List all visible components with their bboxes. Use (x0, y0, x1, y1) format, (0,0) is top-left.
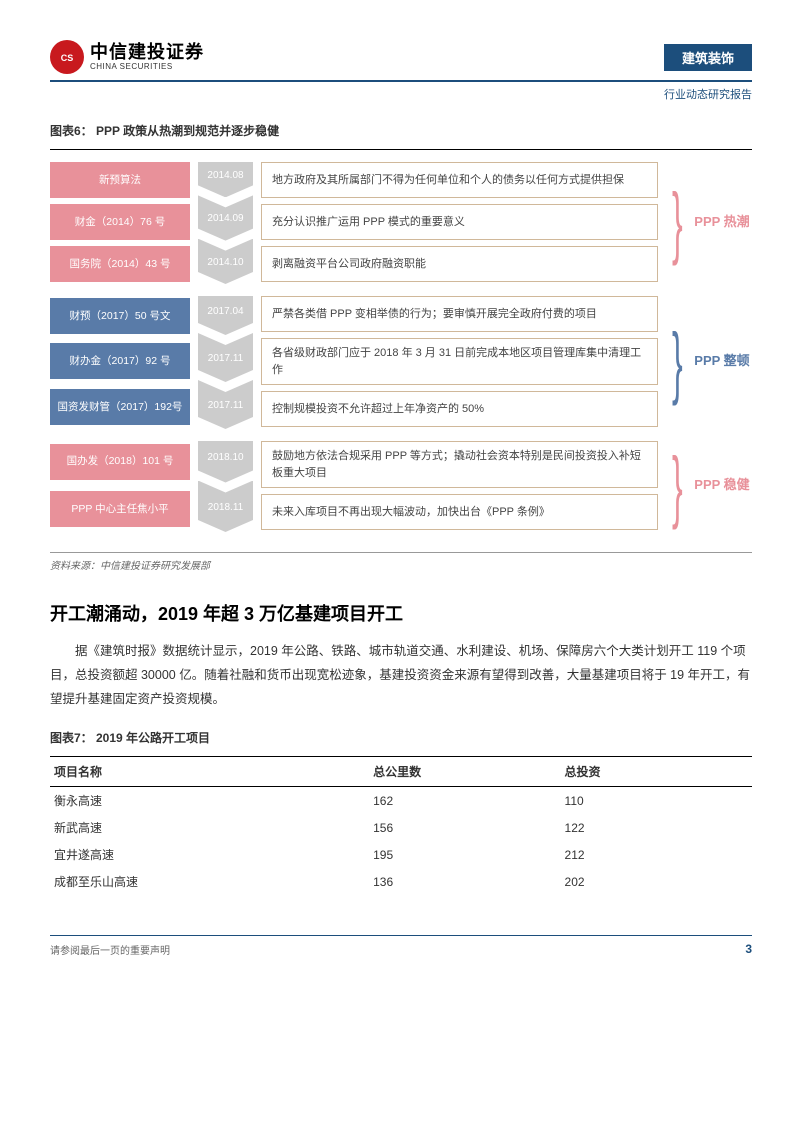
table-cell: 衡永高速 (50, 787, 369, 815)
footer-disclaimer: 请参阅最后一页的重要声明 (50, 942, 170, 957)
date-chevron: 2014.10 (198, 239, 253, 284)
phase-label: PPP 稳健 (692, 441, 752, 530)
date-chevron: 2017.11 (198, 333, 253, 382)
table-header-cell: 总投资 (561, 757, 752, 787)
figure7-table: 项目名称总公里数总投资 衡永高速162110新武高速156122宜井遂高速195… (50, 756, 752, 895)
brace-icon: } (672, 466, 683, 506)
table-row: 宜井遂高速195212 (50, 841, 752, 868)
table-header-cell: 项目名称 (50, 757, 369, 787)
policy-label: 新预算法 (50, 162, 190, 198)
table-header-cell: 总公里数 (369, 757, 560, 787)
table-row: 成都至乐山高速136202 (50, 868, 752, 895)
table-cell: 195 (369, 841, 560, 868)
table-cell: 162 (369, 787, 560, 815)
body-paragraph: 据《建筑时报》数据统计显示，2019 年公路、铁路、城市轨道交通、水利建设、机场… (50, 640, 752, 711)
policy-description: 剥离融资平台公司政府融资职能 (261, 246, 658, 282)
figure6-diagram: 新预算法财金（2014）76 号国务院（2014）43 号2014.082014… (50, 152, 752, 553)
page-number: 3 (745, 942, 752, 957)
policy-description: 严禁各类借 PPP 变相举债的行为；要审慎开展完全政府付费的项目 (261, 296, 658, 332)
brace-icon: } (672, 202, 683, 242)
table-cell: 202 (561, 868, 752, 895)
figure6-title: 图表6： PPP 政策从热潮到规范并逐步稳健 (50, 122, 752, 139)
table-cell: 122 (561, 814, 752, 841)
policy-group: 新预算法财金（2014）76 号国务院（2014）43 号2014.082014… (50, 162, 752, 282)
logo-text: 中信建投证券 CHINA SECURITIES (90, 43, 204, 72)
logo-en: CHINA SECURITIES (90, 63, 204, 72)
page-header: CS 中信建投证券 CHINA SECURITIES 建筑装饰 (50, 40, 752, 74)
phase-label: PPP 热潮 (692, 162, 752, 282)
policy-label: 财办金（2017）92 号 (50, 343, 190, 379)
table-cell: 136 (369, 868, 560, 895)
brace-icon: } (672, 342, 683, 382)
header-divider (50, 80, 752, 82)
policy-description: 地方政府及其所属部门不得为任何单位和个人的债务以任何方式提供担保 (261, 162, 658, 198)
sector-tag: 建筑装饰 (664, 44, 752, 71)
date-chevron: 2014.08 (198, 162, 253, 197)
logo-icon: CS (50, 40, 84, 74)
table-cell: 宜井遂高速 (50, 841, 369, 868)
page-footer: 请参阅最后一页的重要声明 3 (50, 935, 752, 957)
policy-description: 鼓励地方依法合规采用 PPP 等方式；撬动社会资本特别是民间投资投入补短板重大项… (261, 441, 658, 488)
logo-cn: 中信建投证券 (90, 43, 204, 63)
policy-description: 未来入库项目不再出现大幅波动，加快出台《PPP 条例》 (261, 494, 658, 530)
date-chevron: 2018.10 (198, 441, 253, 483)
date-chevron: 2017.11 (198, 380, 253, 429)
policy-label: 国务院（2014）43 号 (50, 246, 190, 282)
table-cell: 212 (561, 841, 752, 868)
figure7-title: 图表7： 2019 年公路开工项目 (50, 729, 752, 746)
figure6-rule (50, 149, 752, 150)
policy-label: PPP 中心主任焦小平 (50, 491, 190, 527)
section-heading: 开工潮涌动，2019 年超 3 万亿基建项目开工 (50, 600, 752, 626)
policy-label: 国办发（2018）101 号 (50, 444, 190, 480)
date-chevron: 2018.11 (198, 481, 253, 533)
policy-description: 控制规模投资不允许超过上年净资产的 50% (261, 391, 658, 427)
svg-text:CS: CS (61, 53, 74, 63)
table-cell: 156 (369, 814, 560, 841)
policy-label: 财预（2017）50 号文 (50, 298, 190, 334)
report-type: 行业动态研究报告 (50, 86, 752, 102)
table-cell: 成都至乐山高速 (50, 868, 369, 895)
logo-block: CS 中信建投证券 CHINA SECURITIES (50, 40, 204, 74)
phase-label: PPP 整顿 (692, 296, 752, 427)
date-chevron: 2014.09 (198, 195, 253, 240)
policy-description: 各省级财政部门应于 2018 年 3 月 31 日前完成本地区项目管理库集中清理… (261, 338, 658, 385)
policy-label: 国资发财管（2017）192号 (50, 389, 190, 425)
table-cell: 110 (561, 787, 752, 815)
date-chevron: 2017.04 (198, 296, 253, 335)
table-row: 衡永高速162110 (50, 787, 752, 815)
policy-description: 充分认识推广运用 PPP 模式的重要意义 (261, 204, 658, 240)
policy-group: 财预（2017）50 号文财办金（2017）92 号国资发财管（2017）192… (50, 296, 752, 427)
table-cell: 新武高速 (50, 814, 369, 841)
policy-label: 财金（2014）76 号 (50, 204, 190, 240)
figure6-source: 资料来源：中信建投证券研究发展部 (50, 557, 752, 572)
policy-group: 国办发（2018）101 号 PPP 中心主任焦小平2018.102018.11鼓… (50, 441, 752, 530)
table-row: 新武高速156122 (50, 814, 752, 841)
